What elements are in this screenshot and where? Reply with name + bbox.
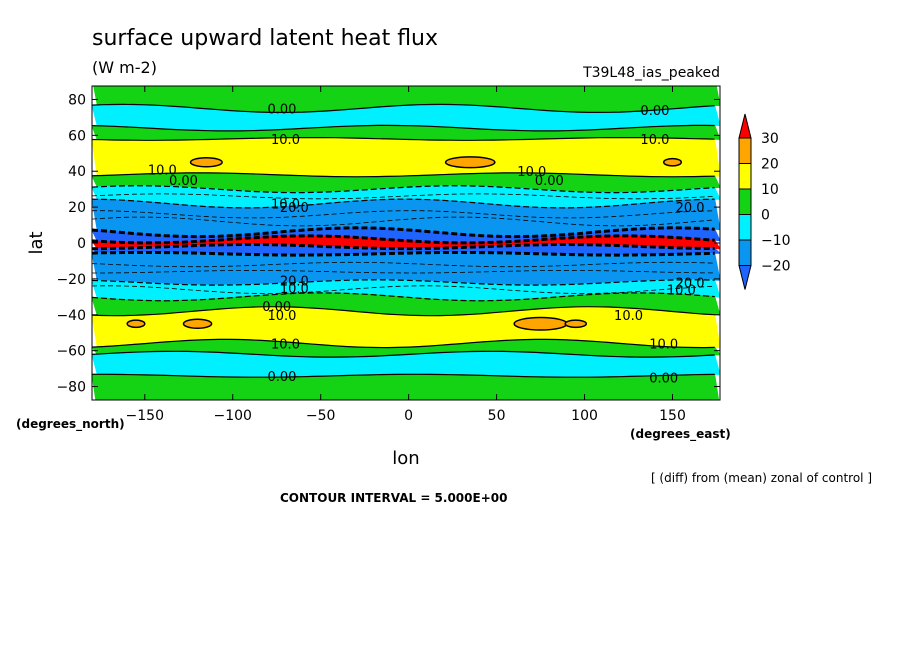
colorbar-label: 10: [761, 182, 779, 198]
colorbar-arrow-top: [738, 113, 752, 139]
contour-label: 10.0: [271, 198, 300, 213]
contour-label: 0.00: [268, 370, 297, 385]
x-axis-unit: (degrees_east): [630, 427, 731, 442]
x-axis: −150 −100 −50 0 50 100 150: [126, 86, 686, 424]
contour-label: 10.0: [614, 309, 643, 324]
contour-label: 10.0: [667, 284, 696, 299]
contour-label: 0.00: [535, 174, 564, 189]
x-tick-label: −50: [306, 408, 336, 424]
maximum-cell: [662, 157, 683, 167]
contour-interval: CONTOUR INTERVAL = 5.000E+00: [280, 491, 507, 505]
y-tick-label: −20: [56, 272, 86, 288]
y-tick-label: 20: [68, 200, 86, 216]
maximum-cell: [126, 319, 146, 329]
contour-line: [92, 226, 715, 239]
contour-label: 10.0: [268, 309, 297, 324]
contour-label: 10.0: [517, 165, 546, 180]
contour-line: [92, 373, 715, 378]
contour-line: [92, 124, 715, 132]
contour-label: 20.0: [676, 276, 705, 291]
contour-band: [92, 373, 720, 400]
maximum-cell: [513, 316, 568, 331]
contour-label: 10.0: [280, 282, 309, 297]
y-axis-unit: (degrees_north): [16, 417, 125, 432]
contour-line: [92, 350, 715, 358]
contour-lines: [92, 103, 715, 378]
maximum-cell: [564, 319, 588, 329]
contour-label: 10.0: [640, 133, 669, 148]
y-axis-label: lat: [26, 231, 47, 254]
contour-label: 20.0: [280, 275, 309, 290]
contour-line: [92, 137, 715, 141]
units-label: (W m-2): [92, 58, 157, 77]
contour-line: [92, 292, 715, 302]
contour-label: 0.00: [169, 174, 198, 189]
contour-line: [92, 338, 715, 349]
contour-label: 10.0: [271, 133, 300, 148]
contour-line: [92, 306, 715, 317]
y-tick-label: 40: [68, 164, 86, 180]
experiment-label: T39L48_ias_peaked: [582, 65, 720, 81]
contour-label: 0.00: [640, 104, 669, 119]
colorbar-segment: [738, 188, 752, 215]
y-tick-label: 80: [68, 92, 86, 108]
y-tick-label: 60: [68, 128, 86, 144]
y-tick-label: −40: [56, 308, 86, 324]
contour-line: [92, 279, 715, 286]
contour-line: [92, 103, 715, 113]
colorbar-label: −10: [761, 233, 791, 249]
chart-title: surface upward latent heat flux: [92, 26, 438, 51]
contour-label: 0.00: [262, 300, 291, 315]
contour-label: 0.00: [649, 372, 678, 387]
colorbar-segment: [738, 239, 752, 266]
colorbar-label: 30: [761, 131, 779, 147]
contour-line: [92, 198, 715, 209]
colorbar-label: 20: [761, 157, 779, 173]
maximum-cell: [182, 318, 213, 329]
y-axis: −80 −60 −40 −20 0 20 40 60 80: [56, 92, 720, 396]
contour-label: 10.0: [148, 163, 177, 178]
diff-note: [ (diff) from (mean) zonal of control ]: [651, 471, 872, 485]
contour-label: 20.0: [280, 201, 309, 216]
contour-label: 20.0: [676, 201, 705, 216]
x-tick-label: 150: [659, 408, 686, 424]
colorbar-segment: [738, 137, 752, 164]
contour-line: [92, 243, 715, 251]
colorbar-segment: [738, 163, 752, 190]
colorbar: 30 20 10 0 −10 −20: [738, 113, 791, 290]
contour-line: [92, 172, 715, 178]
colorbar-label: −20: [761, 259, 791, 275]
x-tick-label: −100: [214, 408, 252, 424]
x-tick-label: −150: [126, 408, 164, 424]
x-axis-label: lon: [392, 448, 419, 469]
contour-line: [92, 251, 715, 257]
x-tick-label: 100: [571, 408, 598, 424]
x-tick-label: 50: [488, 408, 506, 424]
contour-band: [92, 137, 720, 178]
maximum-cell: [444, 156, 496, 169]
colorbar-arrow-bottom: [738, 265, 752, 290]
contour-line: [92, 185, 715, 194]
colorbar-label: 0: [761, 208, 770, 224]
y-tick-label: −60: [56, 344, 86, 360]
x-tick-label: 0: [404, 408, 413, 424]
y-tick-label: 0: [77, 236, 86, 252]
maximum-cell: [189, 157, 223, 168]
y-tick-label: −80: [56, 380, 86, 396]
contour-label: 0.00: [268, 102, 297, 117]
contour-line: [92, 234, 715, 245]
colorbar-segment: [738, 214, 752, 241]
contour-label: 10.0: [649, 337, 678, 352]
contour-label: 10.0: [271, 337, 300, 352]
